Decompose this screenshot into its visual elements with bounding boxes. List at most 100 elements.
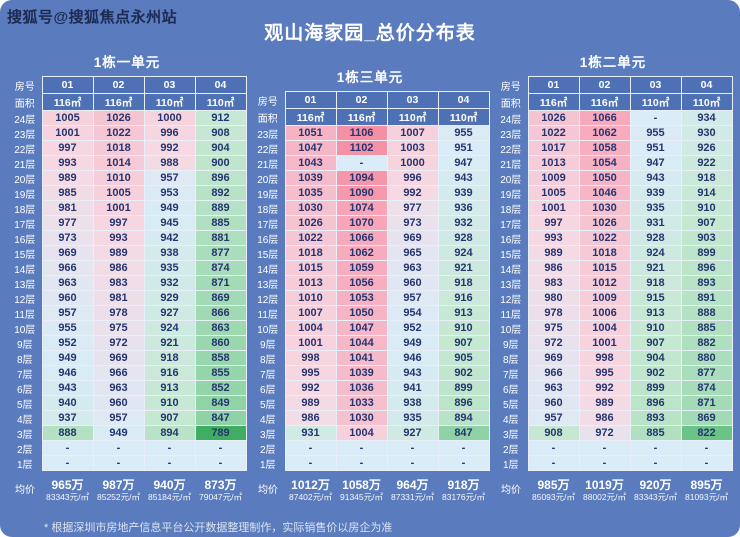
floor-label: 16层: [14, 234, 36, 246]
floor-label: 19层: [257, 189, 279, 201]
price-cell: 986: [284, 410, 337, 426]
floor-label: 8层: [502, 354, 519, 366]
floor-label: 8层: [16, 354, 33, 366]
price-cell: 916: [437, 290, 490, 306]
price-cell: 885: [194, 215, 247, 231]
price-cell: 988: [143, 155, 196, 171]
floor-row: 17层 977 997 945 885: [8, 215, 247, 231]
price-cell: 1106: [335, 125, 388, 141]
floor-row: 21层 1043-1000 947: [251, 155, 490, 171]
price-cell: 874: [680, 380, 733, 396]
floor-row: 14层 1015 1059 963 921: [251, 260, 490, 276]
column-header: 02: [578, 76, 631, 94]
price-cell: -: [680, 440, 733, 456]
price-cell: 997: [41, 140, 94, 156]
price-cell: 910: [680, 200, 733, 216]
price-cell: 905: [437, 350, 490, 366]
floor-label: 18层: [14, 204, 36, 216]
price-cell: 913: [143, 380, 196, 396]
floor-label: 21层: [257, 159, 279, 171]
floor-label: 23层: [14, 129, 36, 141]
price-cell: 866: [194, 305, 247, 321]
price-cell: 980: [527, 290, 580, 306]
floor-row: 2层 - - - -: [494, 440, 733, 456]
floor-row: 2层 - - - -: [8, 440, 247, 456]
price-cell: 869: [680, 410, 733, 426]
price-cell: 966: [527, 365, 580, 381]
floor-label: 1层: [259, 459, 276, 471]
floor-row: 19层 1005 1046 939 914: [494, 185, 733, 201]
floor-row: 19层 1035 1090 992 939: [251, 185, 490, 201]
floor-label: 2层: [259, 444, 276, 456]
price-cell: 902: [629, 365, 682, 381]
price-cell: 1056: [335, 275, 388, 291]
floor-row: 3层 908 972 885 822: [494, 425, 733, 441]
price-cell: 908: [527, 425, 580, 441]
price-cell: -: [629, 440, 682, 456]
price-cell: 871: [680, 395, 733, 411]
price-cell: 921: [143, 335, 196, 351]
price-cell: 1066: [335, 230, 388, 246]
floor-label: 6层: [502, 384, 519, 396]
floor-row: 9层 952 972 921 860: [8, 335, 247, 351]
area-cell: 110㎡: [386, 108, 439, 126]
floor-label: 15层: [500, 249, 522, 261]
price-cell: 847: [437, 425, 490, 441]
price-cell: 1026: [92, 110, 145, 126]
price-cell: 1035: [284, 185, 337, 201]
price-cell: 996: [386, 170, 439, 186]
price-cell: 921: [629, 260, 682, 276]
floor-label: 15层: [257, 249, 279, 261]
floor-label: 4层: [502, 414, 519, 426]
floor-row: 23层 1022 1062 955 930: [494, 125, 733, 141]
floor-label: 1层: [502, 459, 519, 471]
floor-label: 17层: [500, 219, 522, 231]
floor-row: 18层 1001 1030 935 910: [494, 200, 733, 216]
price-cell: 1017: [527, 140, 580, 156]
price-cell: 1033: [335, 395, 388, 411]
room-number-row: 房号 01 02 03 04: [251, 91, 490, 109]
average-unit-price: 79047元/㎡: [199, 492, 242, 502]
price-cell: 1030: [284, 200, 337, 216]
floor-row: 7层 946 966 916 855: [8, 365, 247, 381]
price-cell: 907: [437, 335, 490, 351]
floor-label: 11层: [14, 309, 35, 321]
price-cell: 1013: [284, 275, 337, 291]
price-cell: 1022: [527, 125, 580, 141]
floor-label: 4层: [259, 414, 276, 426]
average-cell: 1012万 87402元/㎡: [285, 471, 336, 508]
floor-row: 10层 975 1004 910 885: [494, 320, 733, 336]
price-cell: 1006: [578, 305, 631, 321]
price-cell: 1015: [578, 260, 631, 276]
average-total-price: 1019万: [585, 478, 624, 492]
floor-label: 6层: [16, 384, 33, 396]
floor-row: 24层 1026 1066-934: [494, 110, 733, 126]
price-cell: 896: [194, 170, 247, 186]
price-cell: 1004: [578, 320, 631, 336]
price-cell: 996: [143, 125, 196, 141]
price-cell: 860: [194, 335, 247, 351]
price-cell: 953: [143, 185, 196, 201]
average-label: 均价: [258, 485, 278, 497]
price-cell: 896: [629, 395, 682, 411]
average-total-price: 964万: [396, 478, 429, 492]
floor-label: 17层: [14, 219, 36, 231]
price-cell: 1026: [527, 110, 580, 126]
price-cell: 969: [92, 350, 145, 366]
price-cell: 943: [437, 170, 490, 186]
price-cell: 877: [194, 245, 247, 261]
price-cell: 892: [194, 185, 247, 201]
average-label: 均价: [501, 485, 521, 497]
average-label: 均价: [15, 485, 35, 497]
price-cell: 896: [437, 395, 490, 411]
area-cell: 110㎡: [194, 93, 247, 111]
price-cell: 985: [41, 185, 94, 201]
price-cell: 997: [527, 215, 580, 231]
floor-label: 23层: [257, 129, 279, 141]
price-cell: 983: [92, 275, 145, 291]
price-cell: 907: [143, 410, 196, 426]
floor-row: 20层 1009 1050 943 918: [494, 170, 733, 186]
price-cell: 913: [629, 305, 682, 321]
floor-row: 7层 995 1039 943 902: [251, 365, 490, 381]
